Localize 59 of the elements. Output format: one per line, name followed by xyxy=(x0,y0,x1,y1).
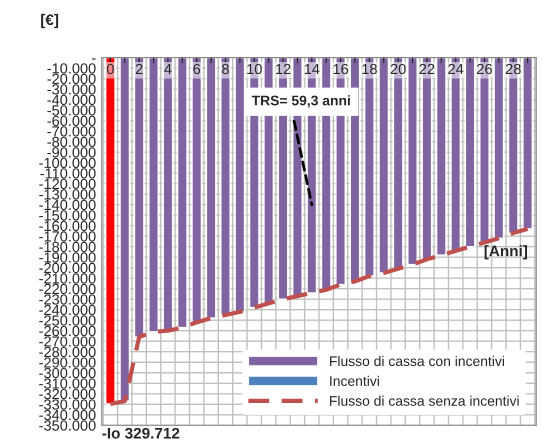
y-tick-label: -50.000 xyxy=(47,105,96,116)
x-tick-label: 24 xyxy=(448,64,464,74)
y-tick-label: - xyxy=(92,58,96,60)
legend-label: Incentivi xyxy=(330,376,379,386)
x-tick-label: 20 xyxy=(390,64,406,74)
y-tick-label: -300.000 xyxy=(39,368,96,378)
y-tick-label: -290.000 xyxy=(39,357,96,368)
y-tick-label: -10.000 xyxy=(47,63,96,74)
y-tick-label: -250.000 xyxy=(39,315,96,326)
y-tick-label: -120.000 xyxy=(39,178,96,190)
x-tick-label: 10 xyxy=(247,64,262,74)
y-tick-label: -260.000 xyxy=(39,326,96,336)
y-tick-label: -320.000 xyxy=(39,388,96,400)
y-tick-label: -330.000 xyxy=(39,399,96,410)
y-tick-label: -150.000 xyxy=(39,210,96,221)
y-tick-label: -180.000 xyxy=(39,242,96,252)
y-tick-label: -140.000 xyxy=(39,200,96,210)
y-tick-label: -270.000 xyxy=(39,336,96,347)
y-tick-label: -30.000 xyxy=(47,84,96,95)
y-axis-title: [€] xyxy=(41,14,58,28)
y-tick-label: -40.000 xyxy=(47,94,96,106)
x-tick-label: 8 xyxy=(222,64,229,74)
x-axis-title: [Anni] xyxy=(484,245,528,260)
x-tick-label: 4 xyxy=(164,64,172,74)
line-series xyxy=(108,226,530,406)
x-tick-label: 14 xyxy=(304,64,320,74)
y-tick-label: -70.000 xyxy=(47,126,96,137)
y-tick-label: -170.000 xyxy=(39,231,96,242)
legend-label: Flusso di cassa senza incentivi xyxy=(330,396,519,406)
y-tick-label: -80.000 xyxy=(47,136,96,148)
y-tick-label: -220.000 xyxy=(39,284,96,294)
x-tick-label: 28 xyxy=(506,64,521,74)
y-tick-label: -200.000 xyxy=(39,262,96,274)
y-tick-label: -210.000 xyxy=(39,273,96,284)
y-tick-label: -310.000 xyxy=(39,378,96,389)
y-tick-label: -100.000 xyxy=(39,158,96,168)
y-tick-label: -110.000 xyxy=(40,168,96,179)
x-tick-label: 12 xyxy=(276,64,290,74)
x-tick-label: 22 xyxy=(420,64,434,74)
y-tick-label: -60.000 xyxy=(47,116,96,126)
x-tick-label: 16 xyxy=(334,64,348,74)
y-tick-label: -230.000 xyxy=(39,294,96,305)
y-tick-label: -280.000 xyxy=(39,346,96,358)
x-tick-label: 6 xyxy=(193,64,200,74)
y-tick-label: -240.000 xyxy=(39,304,96,316)
x-tick-label: 18 xyxy=(362,64,377,74)
annotation: TRS= 59,3 anni xyxy=(252,95,350,108)
x-tick-label: 0 xyxy=(106,64,114,74)
y-tick-label: -20.000 xyxy=(47,74,96,84)
x-tick-label: 2 xyxy=(136,64,142,74)
y-tick-label: -90.000 xyxy=(47,147,96,158)
text: -Io 329.712 xyxy=(102,428,180,439)
y-tick-label: -130.000 xyxy=(39,189,96,200)
y-tick-label: -160.000 xyxy=(39,220,96,232)
y-tick-label: -340.000 xyxy=(39,410,96,420)
x-tick-label: 26 xyxy=(477,64,492,74)
y-tick-label: -350.000 xyxy=(39,420,96,431)
legend-label: Flusso di cassa con incentivi xyxy=(330,356,504,366)
y-tick-label: -190.000 xyxy=(39,252,96,263)
